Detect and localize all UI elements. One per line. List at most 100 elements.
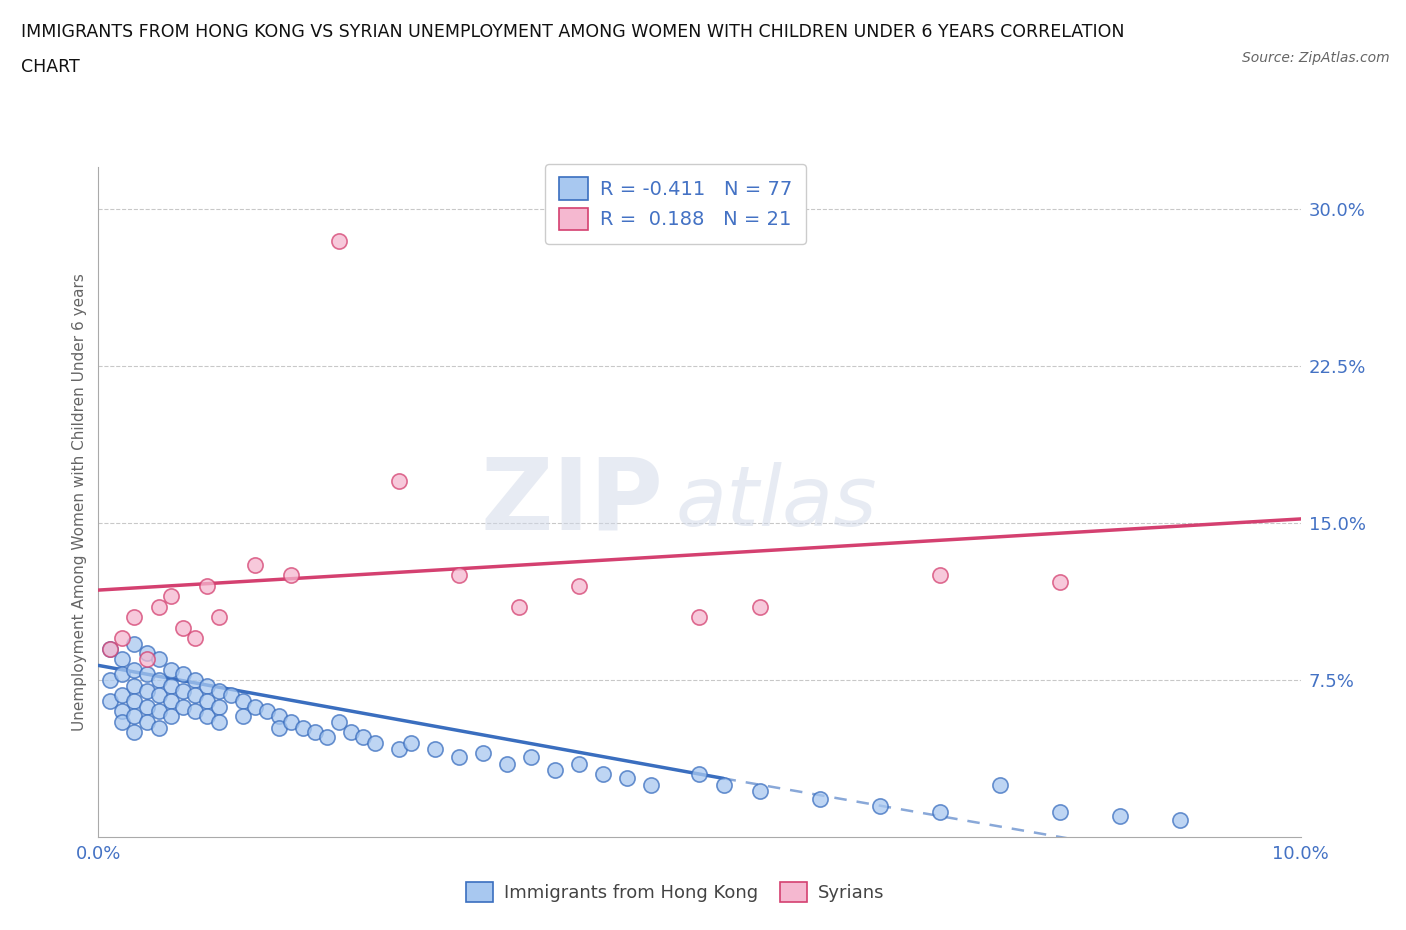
Point <box>399 736 422 751</box>
Point <box>100 672 122 687</box>
Point <box>124 610 146 625</box>
Point <box>808 792 831 807</box>
Point <box>1109 809 1132 824</box>
Point <box>148 687 170 702</box>
Point <box>124 709 146 724</box>
Point <box>159 709 181 724</box>
Point <box>159 679 181 694</box>
Point <box>183 672 205 687</box>
Point <box>159 589 181 604</box>
Point <box>688 766 710 781</box>
Point <box>100 642 122 657</box>
Point <box>135 714 157 729</box>
Point <box>111 652 134 667</box>
Point <box>568 578 591 593</box>
Point <box>592 766 614 781</box>
Point <box>232 694 254 709</box>
Point <box>291 721 314 736</box>
Point <box>124 679 146 694</box>
Point <box>100 642 122 657</box>
Y-axis label: Unemployment Among Women with Children Under 6 years: Unemployment Among Women with Children U… <box>72 273 87 731</box>
Point <box>208 610 231 625</box>
Point <box>195 694 218 709</box>
Point <box>148 652 170 667</box>
Point <box>568 756 591 771</box>
Point <box>172 700 194 715</box>
Text: ZIP: ZIP <box>481 454 664 551</box>
Point <box>124 637 146 652</box>
Point <box>135 666 157 681</box>
Point <box>243 700 266 715</box>
Point <box>1049 575 1071 590</box>
Point <box>111 666 134 681</box>
Point <box>148 600 170 615</box>
Point <box>340 725 363 740</box>
Point <box>388 742 411 757</box>
Point <box>172 666 194 681</box>
Point <box>616 771 638 786</box>
Point <box>1049 804 1071 819</box>
Point <box>124 662 146 677</box>
Point <box>243 558 266 573</box>
Legend: Immigrants from Hong Kong, Syrians: Immigrants from Hong Kong, Syrians <box>454 869 897 915</box>
Point <box>869 798 891 813</box>
Point <box>183 704 205 719</box>
Point <box>208 683 231 698</box>
Point <box>328 714 350 729</box>
Point <box>315 729 337 744</box>
Point <box>124 694 146 709</box>
Point <box>508 600 530 615</box>
Point <box>219 687 242 702</box>
Point <box>111 687 134 702</box>
Point <box>172 620 194 635</box>
Point <box>172 683 194 698</box>
Point <box>195 578 218 593</box>
Point <box>929 804 952 819</box>
Point <box>267 709 290 724</box>
Point <box>148 672 170 687</box>
Text: IMMIGRANTS FROM HONG KONG VS SYRIAN UNEMPLOYMENT AMONG WOMEN WITH CHILDREN UNDER: IMMIGRANTS FROM HONG KONG VS SYRIAN UNEM… <box>21 23 1125 41</box>
Point <box>124 725 146 740</box>
Point <box>135 652 157 667</box>
Point <box>159 662 181 677</box>
Point <box>183 631 205 645</box>
Point <box>520 750 543 764</box>
Point <box>423 742 446 757</box>
Point <box>304 725 326 740</box>
Point <box>988 777 1011 792</box>
Point <box>232 709 254 724</box>
Point <box>496 756 519 771</box>
Point <box>688 610 710 625</box>
Point <box>748 783 770 798</box>
Text: Source: ZipAtlas.com: Source: ZipAtlas.com <box>1241 51 1389 65</box>
Point <box>148 721 170 736</box>
Point <box>267 721 290 736</box>
Point <box>328 233 350 248</box>
Point <box>713 777 735 792</box>
Point <box>929 568 952 583</box>
Point <box>544 763 567 777</box>
Point <box>111 704 134 719</box>
Text: CHART: CHART <box>21 58 80 75</box>
Point <box>388 474 411 489</box>
Point <box>195 709 218 724</box>
Point <box>364 736 387 751</box>
Point <box>1170 813 1192 828</box>
Point <box>280 568 302 583</box>
Point <box>111 631 134 645</box>
Point <box>135 683 157 698</box>
Point <box>208 700 231 715</box>
Point <box>183 687 205 702</box>
Text: atlas: atlas <box>675 461 877 543</box>
Point <box>352 729 374 744</box>
Point <box>472 746 495 761</box>
Point <box>256 704 278 719</box>
Point <box>159 694 181 709</box>
Point <box>280 714 302 729</box>
Point <box>100 694 122 709</box>
Point <box>447 568 470 583</box>
Point <box>135 700 157 715</box>
Point <box>111 714 134 729</box>
Point <box>148 704 170 719</box>
Point <box>135 645 157 660</box>
